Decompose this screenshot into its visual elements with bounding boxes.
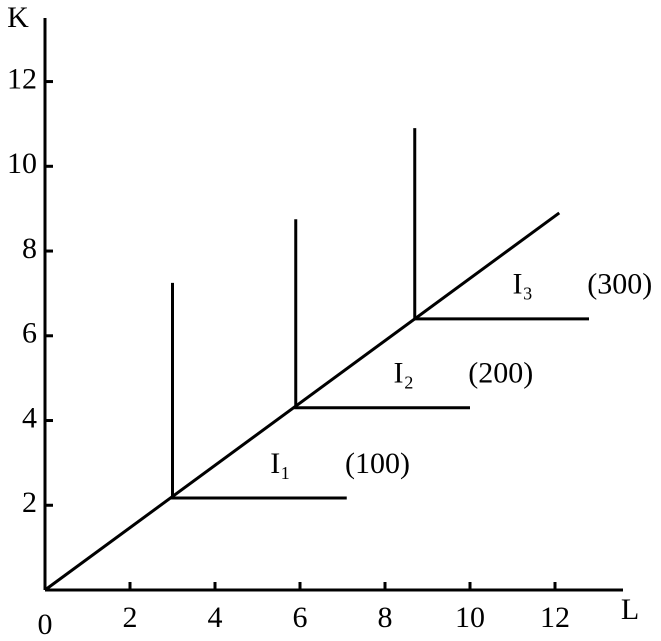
origin-label: 0 [38, 608, 53, 641]
isoquant-label: I₁ [270, 447, 290, 480]
isoquant-label: I₃ [513, 268, 533, 301]
y-tick-label: 10 [7, 147, 37, 180]
isoquant [413, 128, 589, 321]
output-label: (100) [345, 447, 410, 480]
x-axis-label: L [621, 593, 639, 626]
x-tick-label: 4 [208, 601, 223, 634]
expansion-path [44, 211, 561, 592]
y-tick-label: 4 [22, 401, 37, 434]
y-tick-label: 2 [22, 486, 37, 519]
y-axis-label: K [7, 1, 29, 34]
y-tick-label: 12 [7, 62, 37, 95]
y-tick-label: 6 [22, 317, 37, 350]
output-label: (300) [587, 268, 652, 301]
isoquant-label: I₂ [394, 357, 414, 390]
x-tick-label: 12 [540, 601, 570, 634]
x-tick-label: 2 [123, 601, 138, 634]
y-tick-label: 8 [22, 232, 37, 265]
x-tick-label: 10 [455, 601, 485, 634]
x-tick-label: 6 [293, 601, 308, 634]
isoquant [171, 282, 347, 500]
output-label: (200) [468, 357, 533, 390]
isoquant [294, 219, 470, 410]
x-tick-label: 8 [378, 601, 393, 634]
